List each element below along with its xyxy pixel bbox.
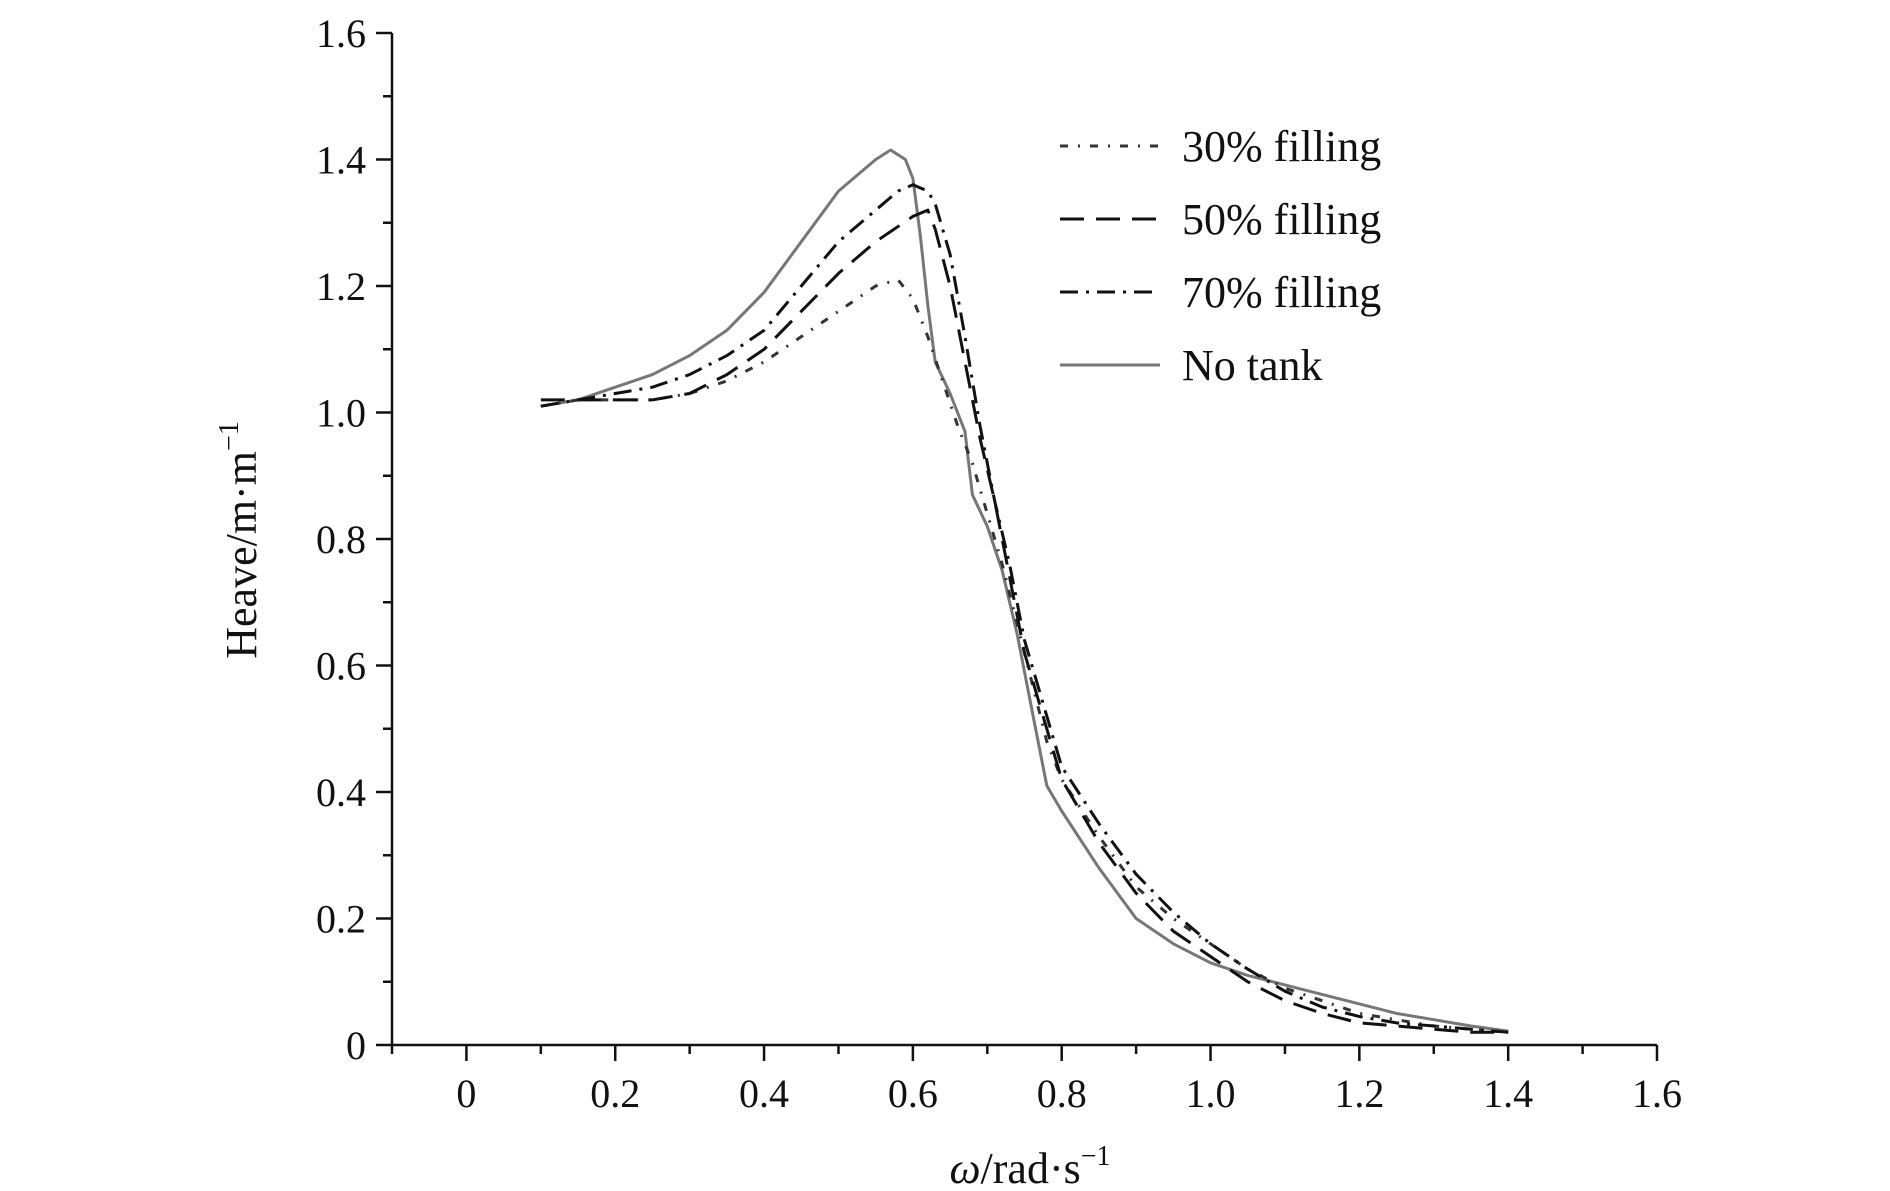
ticks: [376, 31, 1659, 1061]
x-tick-label: 0.2: [590, 1071, 640, 1116]
x-tick-label: 0.4: [739, 1071, 789, 1116]
series-line-70-filling: [540, 183, 1509, 1034]
y-tick-label: 0.6: [316, 644, 366, 689]
x-axis-title: ω/rad·s−1: [949, 1141, 1110, 1191]
tick-labels: 0 0.2 0.4 0.6 0.8 1.0 1.2 1.4 1.6 0 0.2 0.4 0.6 0.8 1.…: [316, 11, 1682, 1116]
y-tick-label: 1.0: [316, 391, 366, 436]
x-tick-label: 1.4: [1483, 1071, 1533, 1116]
series-line-no-tank: [540, 148, 1509, 1033]
legend-label: 70% filling: [1182, 268, 1381, 317]
legend-label: 30% filling: [1182, 122, 1381, 171]
legend: 30% filling 50% filling 70% filling No tank: [1060, 122, 1381, 390]
x-tick-label: 1.6: [1632, 1071, 1682, 1116]
y-axis-title-sup: −1: [214, 421, 245, 451]
y-tick-label: 0.8: [316, 517, 366, 562]
y-tick-label: 0.4: [316, 770, 366, 815]
x-tick-label: 1.0: [1186, 1071, 1236, 1116]
x-tick-label: 0: [456, 1071, 476, 1116]
y-tick-label: 1.4: [316, 138, 366, 183]
x-tick-label: 1.2: [1334, 1071, 1384, 1116]
x-tick-label: 0.8: [1037, 1071, 1087, 1116]
x-tick-label: 0.6: [888, 1071, 938, 1116]
series-group: [540, 148, 1509, 1034]
y-axis-title: Heave/m·m−1: [214, 421, 266, 659]
legend-label: No tank: [1182, 341, 1323, 390]
y-tick-label: 1.2: [316, 264, 366, 309]
y-tick-label: 0.2: [316, 897, 366, 942]
y-tick-label: 0: [346, 1023, 366, 1068]
series-line-50-filling: [540, 208, 1509, 1034]
legend-label: 50% filling: [1182, 195, 1381, 244]
axes: [390, 33, 1657, 1047]
y-tick-label: 1.6: [316, 11, 366, 56]
x-axis-title-sup: −1: [1081, 1141, 1111, 1172]
y-axis-title-main: Heave/m·m: [217, 451, 266, 659]
